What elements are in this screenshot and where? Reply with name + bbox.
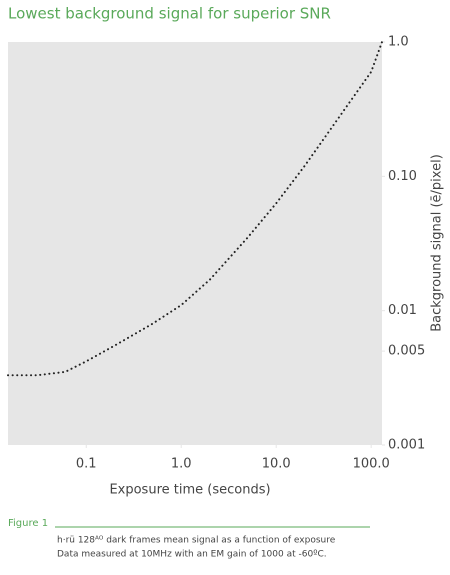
x-axis-label: Exposure time (seconds) bbox=[109, 483, 270, 498]
y-tick-label: 0.005 bbox=[388, 344, 425, 359]
x-tick-label: 100.0 bbox=[353, 457, 390, 472]
y-tick-label: 0.10 bbox=[388, 169, 417, 184]
caption-line: h·rü 128ᴬᴼ dark frames mean signal as a … bbox=[57, 536, 336, 546]
x-tick-label: 10.0 bbox=[262, 457, 291, 472]
y-tick-label: 0.001 bbox=[388, 438, 425, 453]
data-line bbox=[7, 41, 383, 377]
plot-area bbox=[8, 42, 382, 445]
y-tick-label: 0.01 bbox=[388, 303, 417, 318]
x-tick-label: 0.1 bbox=[76, 457, 97, 472]
caption-line: Data measured at 10MHz with an EM gain o… bbox=[57, 550, 327, 560]
x-tick-label: 1.0 bbox=[171, 457, 192, 472]
y-axis-label: Background signal (ē/pixel) bbox=[430, 154, 445, 332]
figure-label: Figure 1 bbox=[8, 518, 48, 529]
y-tick-label: 1.0 bbox=[388, 35, 409, 50]
chart-title: Lowest background signal for superior SN… bbox=[8, 5, 331, 23]
